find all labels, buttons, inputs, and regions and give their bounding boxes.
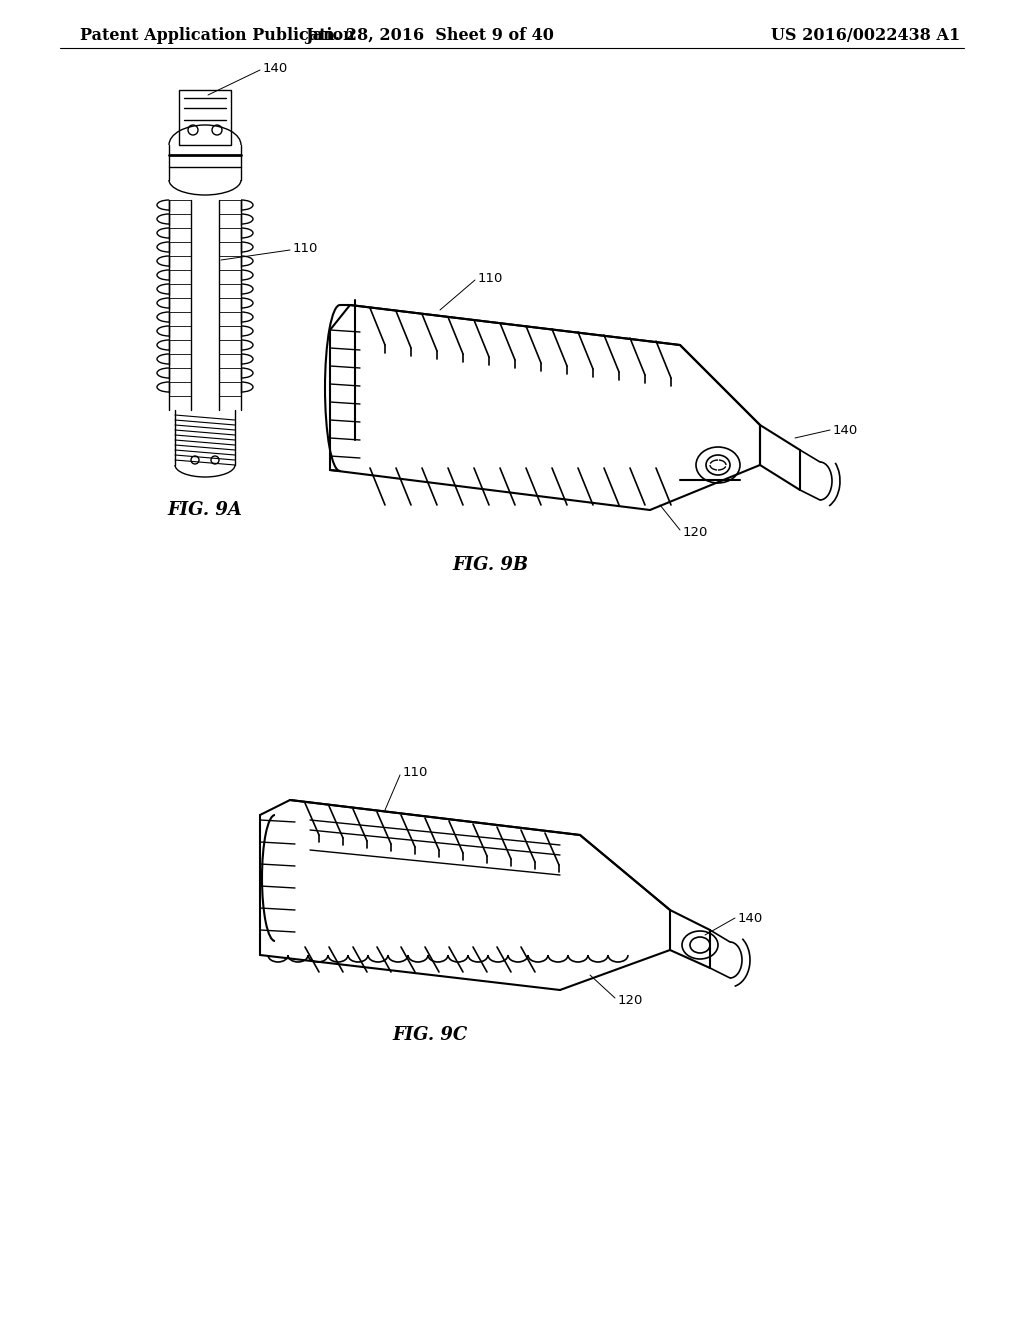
- Text: 140: 140: [738, 912, 763, 924]
- Text: 140: 140: [263, 62, 288, 74]
- Text: 110: 110: [478, 272, 504, 285]
- Text: FIG. 9B: FIG. 9B: [452, 556, 528, 574]
- Text: 120: 120: [683, 525, 709, 539]
- Bar: [179, 90, 231, 145]
- Text: 140: 140: [833, 424, 858, 437]
- Text: Jan. 28, 2016  Sheet 9 of 40: Jan. 28, 2016 Sheet 9 of 40: [305, 26, 554, 44]
- Text: 110: 110: [403, 766, 428, 779]
- Text: 120: 120: [618, 994, 643, 1006]
- Text: 110: 110: [293, 242, 318, 255]
- Text: US 2016/0022438 A1: US 2016/0022438 A1: [771, 26, 961, 44]
- Text: FIG. 9A: FIG. 9A: [168, 502, 243, 519]
- Bar: [191, 201, 219, 411]
- Text: FIG. 9C: FIG. 9C: [392, 1026, 468, 1044]
- Text: Patent Application Publication: Patent Application Publication: [80, 26, 354, 44]
